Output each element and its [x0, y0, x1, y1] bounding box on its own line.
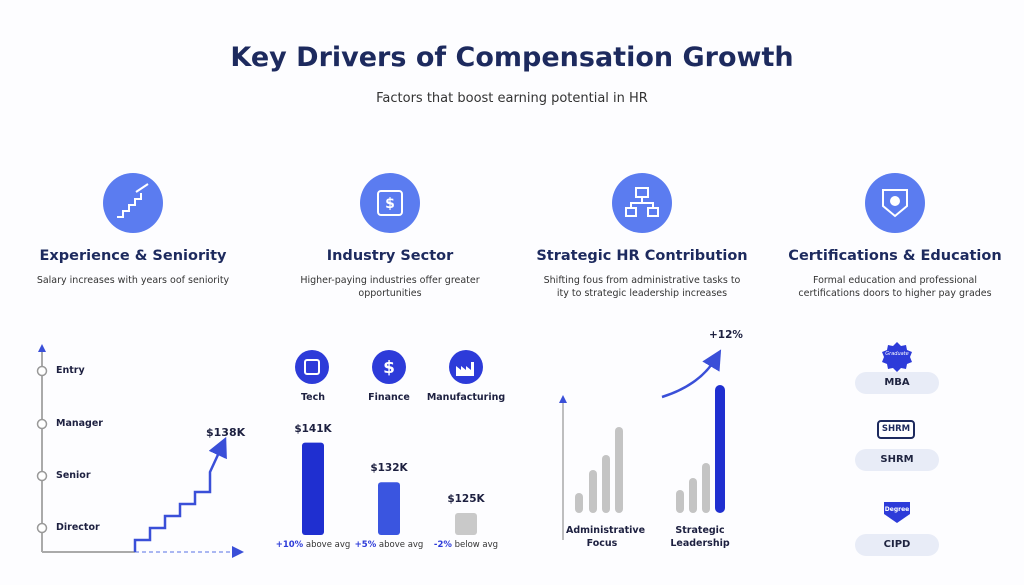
column-heading: Experience & Seniority [39, 248, 227, 264]
subtitle: Factors that boost earning potential in … [376, 91, 648, 106]
strategic-chart [559, 349, 725, 540]
cert-name: MBA [855, 372, 939, 394]
salary-label: $138K [206, 426, 246, 439]
category-label: Tech [300, 392, 326, 403]
change-note: +5% above avg [339, 540, 439, 550]
experience-chart [36, 344, 244, 558]
value-label: $125K [447, 493, 485, 505]
column-heading: Certifications & Education [788, 248, 1002, 264]
column-description: Formal education and professional certif… [798, 275, 992, 299]
change-note: +10% above avg [263, 540, 363, 550]
badge-text: SHRM [881, 424, 911, 434]
badge-text: Graduate [885, 351, 909, 357]
category-label: Finance [368, 392, 410, 403]
level-label: Senior [56, 470, 91, 481]
group-label: Administrative Focus [566, 525, 646, 549]
cert-name: SHRM [855, 449, 939, 471]
group-label: Strategic Leadership [670, 525, 730, 549]
svg-text:$: $ [385, 196, 395, 212]
level-label: Manager [56, 418, 103, 429]
cert-badges [877, 342, 915, 523]
column-description: Shifting fous from administrative tasks … [543, 275, 741, 299]
industry-icons: $ [295, 350, 483, 384]
icon-experience [103, 173, 163, 233]
note-text: below avg [454, 540, 499, 550]
svg-text:$: $ [383, 358, 395, 378]
value-label: $141K [294, 422, 332, 435]
change-note: -2% below avg [416, 540, 516, 550]
level-label: Entry [56, 365, 85, 376]
change: +5% [354, 540, 377, 550]
column-heading: Industry Sector [326, 248, 454, 264]
value-label: $132K [370, 462, 408, 475]
level-label: Director [56, 522, 100, 533]
note-text: above avg [305, 540, 351, 550]
column-heading: Strategic HR Contribution [536, 248, 748, 264]
note-text: above avg [378, 540, 424, 550]
column-description: Higher-paying industries offer greater o… [300, 275, 480, 299]
bar [378, 482, 400, 535]
icon-industry: $ [360, 173, 420, 233]
icon-strategic [612, 173, 672, 233]
icon-certifications [865, 173, 925, 233]
category-label: Manufacturing [426, 392, 506, 403]
bar [302, 442, 324, 535]
industry-bars [302, 442, 477, 535]
change-label: +12% [709, 329, 743, 341]
change: +10% [275, 540, 304, 550]
title: Key Drivers of Compensation Growth [230, 42, 794, 73]
badge-text: Degree [884, 506, 910, 513]
bar [455, 513, 477, 535]
cert-name: CIPD [855, 534, 939, 556]
change: -2% [433, 540, 452, 550]
column-description: Salary increases with years oof seniorit… [36, 275, 230, 286]
